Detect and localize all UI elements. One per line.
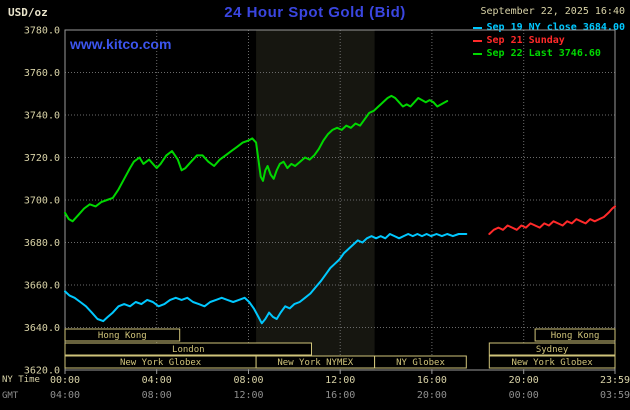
session-box [488,355,616,369]
x-tick-label-ny: 16:00 [417,375,447,386]
session-label: New York NYMEX [277,358,353,368]
x-tick-label-ny: 04:00 [142,375,172,386]
gmt-label: GMT [2,391,19,401]
session-label: NY Globex [396,358,445,368]
legend-line-marker [472,26,482,29]
legend-label: Sep 22 Last 3746.60 [486,48,601,59]
x-tick-label-ny: 12:00 [325,375,355,386]
session-box [64,342,312,356]
y-axis-label: 3720.0 [24,153,60,164]
y-axis-label: 3740.0 [24,111,60,122]
x-tick-label-gmt: 16:00 [325,390,355,401]
x-tick-label-gmt: 20:00 [417,390,447,401]
x-tick-label-gmt: 04:00 [50,390,80,401]
legend: Sep 19 NY close 3684.00 Sep 21 Sunday Sep … [472,22,625,59]
session-label: New York Globex [120,358,202,368]
session-label: Hong Kong [551,331,600,341]
legend-item: Sep 22 Last 3746.60 [472,48,625,59]
units-label: USD/oz [8,6,48,19]
session-label: Hong Kong [98,331,147,341]
x-tick-label-gmt: 12:00 [233,390,263,401]
session-box [488,342,616,356]
plot-frame [64,29,616,371]
legend-line-marker [472,52,482,55]
session-box [64,328,181,342]
y-axis-label: 3700.0 [24,196,60,207]
session-label: London [172,345,205,355]
session-box [534,328,616,342]
x-tick-label-ny: 00:00 [50,375,80,386]
x-tick-label-gmt: 00:00 [509,390,539,401]
y-axis-label: 3780.0 [24,26,60,37]
x-tick-label-ny: 20:00 [509,375,539,386]
legend-item: Sep 21 Sunday [472,35,625,46]
session-box [374,355,467,369]
ny-time-label: NY Time [2,375,40,385]
legend-line-marker [472,39,482,42]
session-label: New York Globex [511,358,593,368]
y-axis-label: 3680.0 [24,238,60,249]
series-line-sep-22-last [64,94,449,223]
legend-item: Sep 19 NY close 3684.00 [472,22,625,33]
legend-label: Sep 21 Sunday [486,35,565,46]
datetime-label: September 22, 2025 16:40 [480,6,626,17]
y-axis-label: 3760.0 [24,68,60,79]
y-axis-label: 3640.0 [24,323,60,334]
session-label: Sydney [536,345,569,355]
kitco-link[interactable]: www.kitco.com [70,36,172,52]
chart-title: 24 Hour Spot Gold (Bid) [224,4,406,21]
series-line-sep-21-sunday [488,205,616,235]
x-tick-label-gmt: 03:59 [600,390,630,401]
y-axis-label: 3620.0 [24,366,60,377]
x-tick-label-ny: 23:59 [600,375,630,386]
x-tick-label-ny: 08:00 [233,375,263,386]
series-line-sep-19-ny-close [64,233,468,325]
x-tick-label-gmt: 08:00 [142,390,172,401]
legend-label: Sep 19 NY close 3684.00 [486,22,625,33]
y-axis-label: 3660.0 [24,281,60,292]
